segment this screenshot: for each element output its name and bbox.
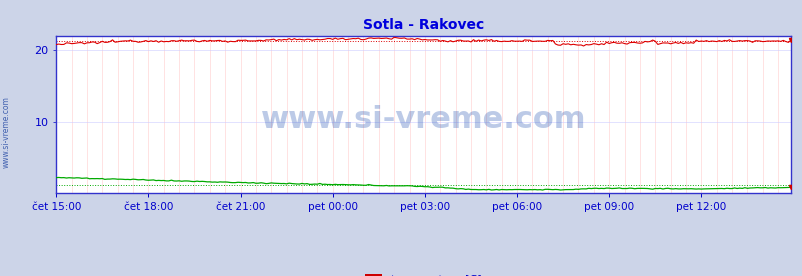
Text: www.si-vreme.com: www.si-vreme.com — [261, 105, 585, 134]
Legend: temperatura [C], pretok [m3/s]: temperatura [C], pretok [m3/s] — [361, 270, 485, 276]
Title: Sotla - Rakovec: Sotla - Rakovec — [363, 18, 484, 32]
Text: www.si-vreme.com: www.si-vreme.com — [2, 97, 11, 168]
